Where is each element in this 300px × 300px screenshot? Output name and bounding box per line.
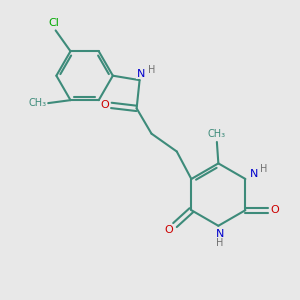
Text: Cl: Cl	[49, 18, 60, 28]
Text: CH₃: CH₃	[29, 98, 47, 108]
Text: O: O	[164, 225, 173, 236]
Text: N: N	[250, 169, 258, 178]
Text: N: N	[216, 229, 224, 239]
Text: O: O	[100, 100, 109, 110]
Text: N: N	[137, 69, 145, 79]
Text: H: H	[260, 164, 268, 175]
Text: O: O	[271, 205, 280, 215]
Text: CH₃: CH₃	[208, 129, 226, 139]
Text: H: H	[216, 238, 224, 248]
Text: H: H	[148, 65, 156, 75]
